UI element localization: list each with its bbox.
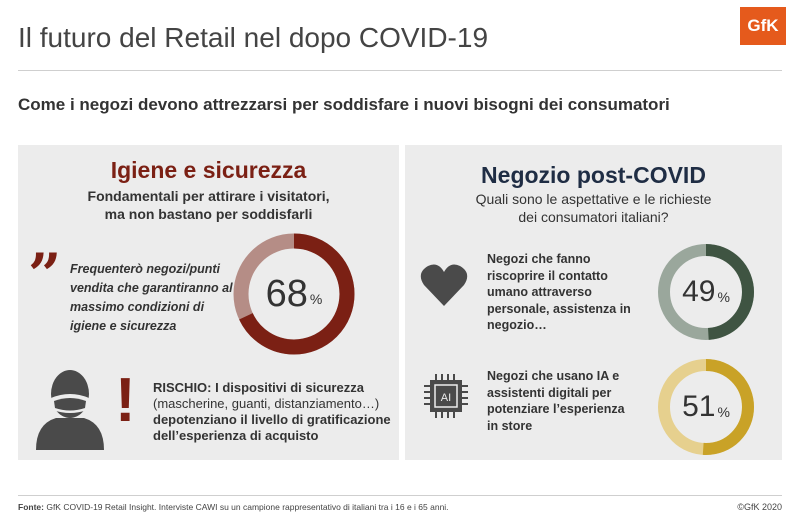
donut-value-arc xyxy=(658,359,754,455)
human-contact-item-text: Negozi che fanno riscoprire il contatto … xyxy=(487,252,631,332)
human-contact-donut-chart: 49% xyxy=(657,243,755,341)
page-subtitle: Come i negozi devono attrezzarsi per sod… xyxy=(18,95,670,114)
donut-value-unit: % xyxy=(309,291,323,307)
risk-line: depotenziano il livello di gratificazion… xyxy=(153,412,391,427)
donut-value-arc xyxy=(658,244,754,340)
heart-icon xyxy=(420,263,468,312)
donut-value-number: 68 xyxy=(265,272,308,315)
post-covid-subheading-line: dei consumatori italiani? xyxy=(518,209,669,225)
hygiene-subheading-line: Fondamentali per attirare i visitatori, xyxy=(87,188,330,204)
consumer-quote: Frequenterò negozi/punti vendita che gar… xyxy=(70,262,233,333)
donut-value-label: 68% xyxy=(232,232,356,356)
ai-assistant-donut-svg xyxy=(658,359,754,455)
hygiene-subheading: Fondamentali per attirare i visitatori, … xyxy=(18,187,399,223)
post-covid-subheading: Quali sono le aspettative e le richieste… xyxy=(405,190,782,226)
risk-line: (mascherine, guanti, distanziamento…) xyxy=(153,396,380,411)
hygiene-subheading-line: ma non bastano per soddisfarli xyxy=(104,206,313,222)
hygiene-heading: Igiene e sicurezza xyxy=(110,157,307,183)
donut-value-unit: % xyxy=(717,404,730,420)
quote-mark-icon: ” xyxy=(28,241,62,309)
donut-value-label: 49% xyxy=(657,243,755,341)
ai-chip-label: AI xyxy=(441,392,451,404)
page-title: Il futuro del Retail nel dopo COVID-19 xyxy=(18,22,489,53)
donut-value-unit: % xyxy=(717,289,730,305)
human-contact-donut-svg xyxy=(658,244,754,340)
person-mask-icon xyxy=(34,368,106,455)
post-covid-subheading-line: Quali sono le aspettative e le richieste xyxy=(475,191,712,207)
top-divider xyxy=(18,70,782,71)
risk-line: RISCHIO: I dispositivi di sicurezza xyxy=(153,380,364,395)
warning-exclamation-icon: ! xyxy=(115,366,136,435)
donut-value-number: 51 xyxy=(682,390,716,423)
post-covid-heading: Negozio post-COVID xyxy=(481,162,706,188)
ai-assistant-donut-chart: 51% xyxy=(657,358,755,456)
hygiene-donut-chart: 68% xyxy=(232,232,356,356)
ai-assistant-item-text: Negozi che usano IA e assistenti digital… xyxy=(487,369,625,433)
copyright: ©GfK 2020 xyxy=(737,502,782,512)
ai-chip-icon: AI xyxy=(424,374,468,423)
donut-value-number: 49 xyxy=(682,275,716,308)
hygiene-donut-svg xyxy=(233,233,355,355)
bottom-divider xyxy=(18,495,782,496)
risk-note: RISCHIO: I dispositivi di sicurezza (mas… xyxy=(153,380,393,444)
risk-line: dell’esperienza di acquisto xyxy=(153,428,319,443)
source-text: GfK COVID-19 Retail Insight. Interviste … xyxy=(43,502,449,512)
donut-value-label: 51% xyxy=(657,358,755,456)
source-label: Fonte: xyxy=(18,502,44,512)
gfk-logo: GfK xyxy=(740,7,786,45)
post-covid-panel xyxy=(405,145,782,460)
donut-value-arc xyxy=(233,233,355,355)
source-note: Fonte: GfK COVID-19 Retail Insight. Inte… xyxy=(18,502,449,512)
